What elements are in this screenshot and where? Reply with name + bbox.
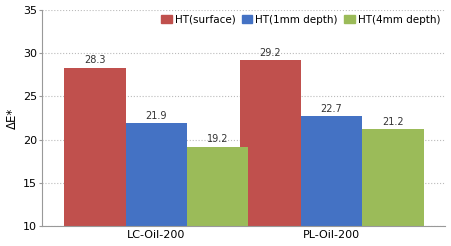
Y-axis label: ΔE*: ΔE* — [5, 107, 18, 129]
Bar — [301, 116, 362, 246]
Text: 19.2: 19.2 — [207, 134, 228, 144]
Text: 21.9: 21.9 — [146, 111, 167, 121]
Bar — [126, 123, 187, 246]
Text: 22.7: 22.7 — [321, 104, 342, 114]
Bar — [64, 68, 126, 246]
Text: 28.3: 28.3 — [84, 55, 106, 65]
Text: 29.2: 29.2 — [259, 48, 281, 58]
Bar — [187, 147, 249, 246]
Bar — [362, 129, 423, 246]
Text: 21.2: 21.2 — [382, 117, 404, 127]
Legend: HT(surface), HT(1mm depth), HT(4mm depth): HT(surface), HT(1mm depth), HT(4mm depth… — [161, 15, 440, 25]
Bar — [239, 60, 301, 246]
